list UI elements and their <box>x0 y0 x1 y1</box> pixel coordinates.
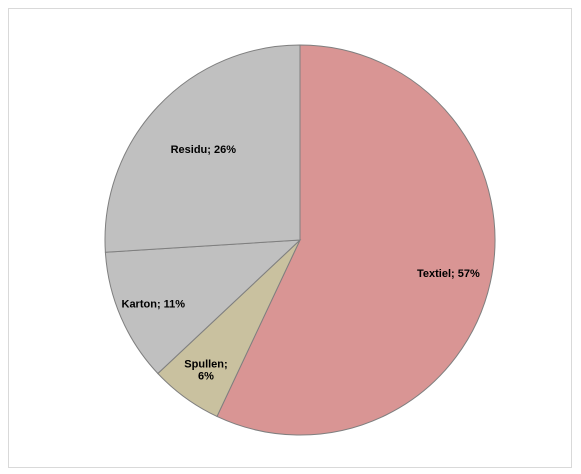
slice-label-karton: Karton; 11% <box>122 299 186 311</box>
slice-label-textiel: Textiel; 57% <box>417 268 480 280</box>
pie-labels: Textiel; 57% Spullen; 6% Karton; 11% Residu;… <box>122 144 480 382</box>
slice-label-spullen: Spullen; 6% <box>184 358 227 382</box>
pie-slice-textiel <box>216 44 496 436</box>
pie-slices <box>104 44 496 436</box>
pie-slice-residu <box>104 44 301 253</box>
slice-label-residu: Residu; 26% <box>171 144 237 156</box>
pie-slice-karton <box>104 239 302 375</box>
